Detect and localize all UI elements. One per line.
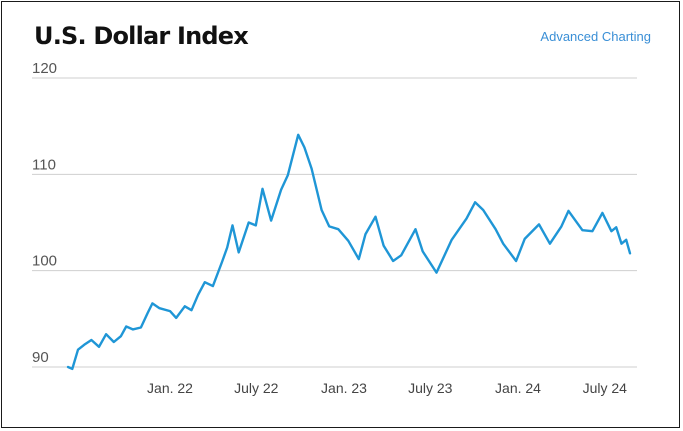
- x-tick-label: July 24: [583, 380, 628, 396]
- y-tick-label: 120: [32, 60, 57, 77]
- series-line: [66, 133, 632, 371]
- x-tick-label: July 23: [408, 380, 453, 396]
- y-tick-label: 100: [32, 253, 57, 270]
- x-tick-label: Jan. 24: [495, 380, 541, 396]
- y-tick-label: 110: [32, 156, 56, 173]
- x-tick-label: Jan. 23: [321, 380, 367, 396]
- page-title: U.S. Dollar Index: [34, 22, 249, 50]
- x-tick-label: July 22: [234, 380, 279, 396]
- y-tick-label: 90: [32, 349, 49, 366]
- advanced-charting-link[interactable]: Advanced Charting: [540, 29, 651, 44]
- x-tick-label: Jan. 22: [147, 380, 193, 396]
